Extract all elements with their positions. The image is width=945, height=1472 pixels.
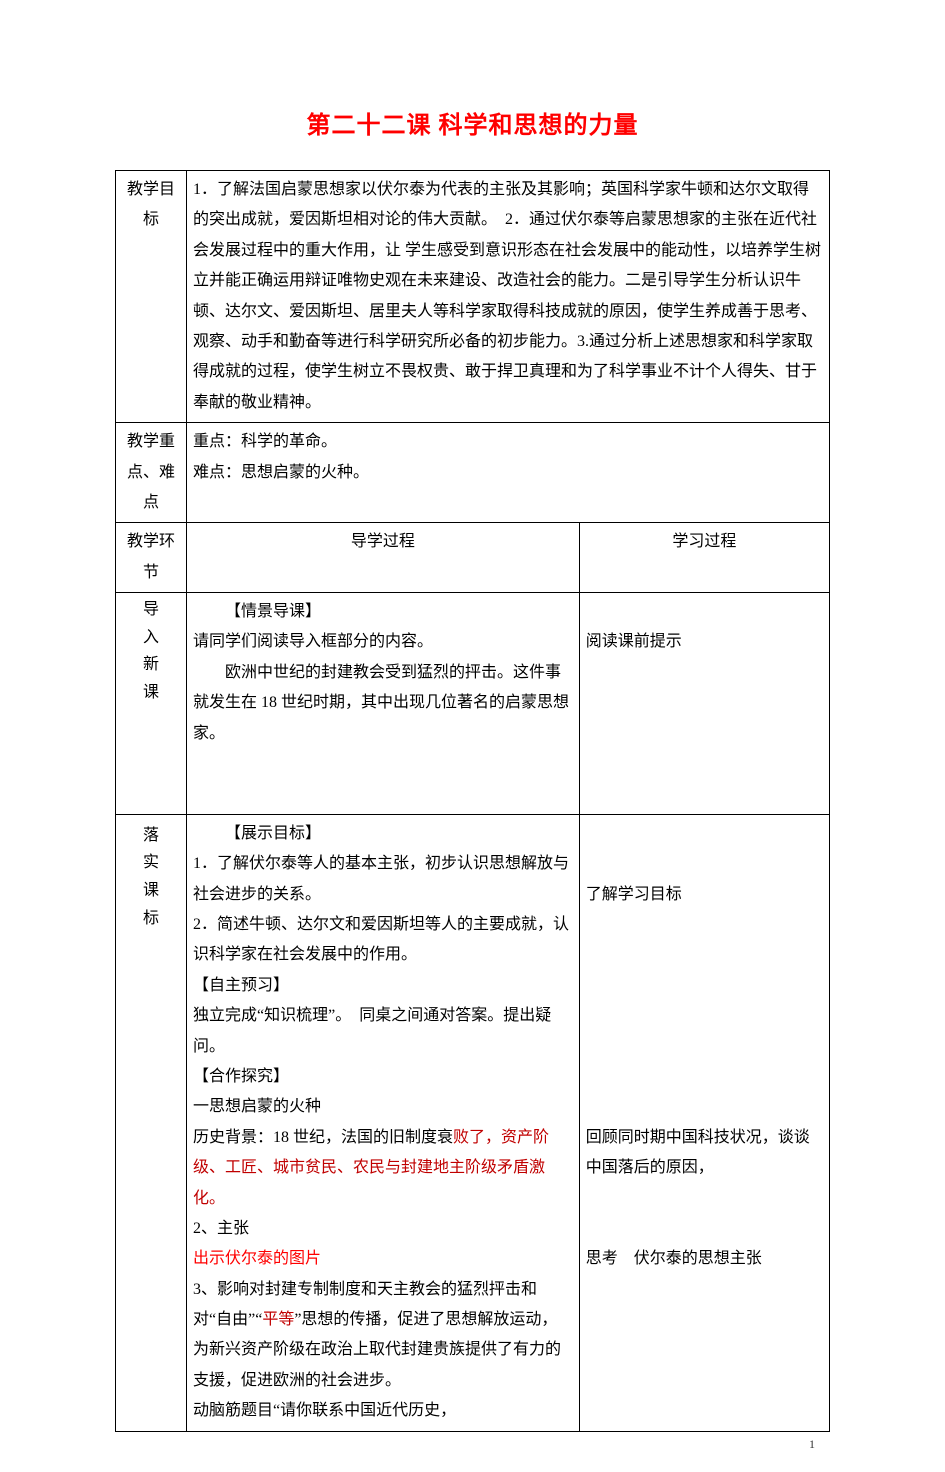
document-page: 第二十二课 科学和思想的力量 教学目 标 1．了解法国启蒙思想家以伏尔泰为代表的… — [0, 0, 945, 1472]
intro-l2: 欧洲中世纪的封建教会受到猛烈的抨击。这件事就发生在 18 世纪时期，其中出现几位… — [193, 658, 573, 749]
intro-study-cell: 阅读课前提示 — [579, 593, 829, 815]
goal-label-l1: 教学目 — [127, 181, 175, 198]
intro-label-vertical: 导 入 新 课 — [122, 597, 180, 705]
impl-right3: 思考 伏尔泰的思想主张 — [586, 1250, 762, 1267]
intro-char-1: 入 — [143, 625, 159, 651]
impl-p2: 2．简述牛顿、达尔文和爱因斯坦等人的主要成就，认识科学家在社会发展中的作用。 — [193, 916, 569, 963]
row-intro: 导 入 新 课 【情景导课】 请同学们阅读导入框部分的内容。 欧洲中世纪的封建教… — [116, 593, 830, 815]
focus-line2: 难点：思想启蒙的火种。 — [193, 464, 369, 481]
impl-p3: 独立完成“知识梳理”。 同桌之间通对答案。提出疑问。 — [193, 1007, 551, 1054]
row-impl: 落 实 课 标 【展示目标】 1．了解伏尔泰等人的基本主张，初步认识思想解放与社… — [116, 814, 830, 1431]
impl-label-vertical: 落 实 课 标 — [122, 819, 180, 931]
impl-p1: 1．了解伏尔泰等人的基本主张，初步认识思想解放与社会进步的关系。 — [193, 855, 569, 902]
goal-label-l2: 标 — [143, 211, 159, 228]
env-label: 教学环 节 — [116, 523, 187, 593]
impl-char-1: 实 — [143, 850, 159, 876]
intro-char-3: 课 — [143, 680, 159, 706]
focus-line1: 重点：科学的革命。 — [193, 433, 337, 450]
impl-char-2: 课 — [143, 878, 159, 904]
impl-p8: 3、影响对封建专制制度和天主教会的猛烈抨击和对“自由”“平等”思想的传播，促进了… — [193, 1281, 561, 1389]
lesson-table: 教学目 标 1．了解法国启蒙思想家以伏尔泰为代表的主张及其影响；英国科学家牛顿和… — [115, 170, 830, 1432]
impl-h1: 【展示目标】 — [193, 819, 573, 849]
impl-right1: 了解学习目标 — [586, 886, 682, 903]
env-col3: 学习过程 — [579, 523, 829, 593]
focus-label: 教学重 点、难点 — [116, 423, 187, 523]
env-label-l2: 节 — [143, 564, 159, 581]
env-col2: 导学过程 — [187, 523, 580, 593]
intro-char-0: 导 — [143, 597, 159, 623]
impl-p7: 出示伏尔泰的图片 — [193, 1250, 321, 1267]
goal-content: 1．了解法国启蒙思想家以伏尔泰为代表的主张及其影响；英国科学家牛顿和达尔文取得的… — [193, 181, 821, 411]
impl-char-0: 落 — [143, 823, 159, 849]
impl-label: 落 实 课 标 — [116, 814, 187, 1431]
impl-guide-cell: 【展示目标】 1．了解伏尔泰等人的基本主张，初步认识思想解放与社会进步的关系。 … — [187, 814, 580, 1431]
impl-char-3: 标 — [143, 906, 159, 932]
env-label-l1: 教学环 — [127, 533, 175, 550]
focus-content-cell: 重点：科学的革命。 难点：思想启蒙的火种。 — [187, 423, 830, 523]
row-goal: 教学目 标 1．了解法国启蒙思想家以伏尔泰为代表的主张及其影响；英国科学家牛顿和… — [116, 171, 830, 423]
focus-label-l2: 点、难点 — [127, 464, 175, 511]
impl-study-cell: 了解学习目标 回顾同时期中国科技状况，谈谈中国落后的原因， 思考 伏尔泰的思想主… — [579, 814, 829, 1431]
page-number: 1 — [809, 1437, 815, 1452]
intro-right: 阅读课前提示 — [586, 633, 682, 650]
intro-guide-cell: 【情景导课】 请同学们阅读导入框部分的内容。 欧洲中世纪的封建教会受到猛烈的抨击… — [187, 593, 580, 815]
page-title: 第二十二课 科学和思想的力量 — [115, 105, 830, 140]
row-env-header: 教学环 节 导学过程 学习过程 — [116, 523, 830, 593]
impl-p9: 动脑筋题目“请你联系中国近代历史， — [193, 1402, 456, 1419]
row-focus: 教学重 点、难点 重点：科学的革命。 难点：思想启蒙的火种。 — [116, 423, 830, 523]
goal-content-cell: 1．了解法国启蒙思想家以伏尔泰为代表的主张及其影响；英国科学家牛顿和达尔文取得的… — [187, 171, 830, 423]
intro-char-2: 新 — [143, 652, 159, 678]
impl-p3a: 独立完成“知识梳理” — [193, 1007, 335, 1024]
intro-heading: 【情景导课】 — [193, 597, 573, 627]
goal-label: 教学目 标 — [116, 171, 187, 423]
focus-label-l1: 教学重 — [127, 433, 175, 450]
intro-l1: 请同学们阅读导入框部分的内容。 — [193, 633, 433, 650]
impl-h3: 【合作探究】 — [193, 1068, 289, 1085]
intro-label: 导 入 新 课 — [116, 593, 187, 815]
impl-p6: 2、主张 — [193, 1220, 249, 1237]
impl-right2: 回顾同时期中国科技状况，谈谈中国落后的原因， — [586, 1129, 810, 1176]
impl-p5a: 历史背景：18 世纪，法国的旧制度衰 — [193, 1129, 453, 1146]
impl-h2: 【自主预习】 — [193, 977, 289, 994]
impl-p5: 历史背景：18 世纪，法国的旧制度衰败了，资产阶级、工匠、城市贫民、农民与封建地… — [193, 1129, 549, 1207]
impl-p4: 一思想启蒙的火种 — [193, 1098, 321, 1115]
impl-p8b: 平等 — [262, 1311, 294, 1328]
